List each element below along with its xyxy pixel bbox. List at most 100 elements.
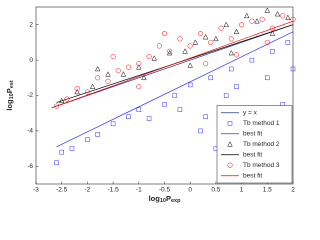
point <box>244 12 250 19</box>
legend-marker <box>227 121 233 126</box>
fit-line <box>56 31 294 148</box>
x-tick-label: -3 <box>33 187 39 194</box>
point <box>110 121 116 127</box>
point <box>151 55 157 61</box>
point <box>167 48 173 54</box>
point <box>234 84 239 89</box>
point <box>136 107 142 112</box>
legend-label: y = x <box>243 109 258 116</box>
y-tick-label: -6 <box>27 163 33 170</box>
point <box>126 114 131 119</box>
y-axis-label-part: log <box>5 99 14 111</box>
point <box>74 88 80 95</box>
point <box>265 75 270 81</box>
point <box>105 78 111 84</box>
point <box>146 116 152 121</box>
legend-marker <box>227 162 233 168</box>
point <box>162 102 167 107</box>
point <box>187 62 193 68</box>
legend-label: best fit <box>243 172 262 179</box>
point <box>187 43 193 49</box>
point <box>259 16 265 22</box>
y-tick-label: -4 <box>27 128 33 135</box>
point <box>208 75 214 81</box>
point <box>208 39 214 45</box>
point <box>146 54 152 60</box>
x-tick-label: -1.5 <box>107 187 119 194</box>
point <box>74 85 80 91</box>
point <box>105 71 111 77</box>
y-axis-label: log10Pest <box>5 80 15 111</box>
point <box>172 93 178 98</box>
point <box>95 75 101 81</box>
point <box>198 128 203 134</box>
legend-label: Tb method 3 <box>243 162 280 169</box>
point <box>223 21 229 27</box>
point <box>197 31 204 37</box>
x-tick-label: 2 <box>291 187 295 194</box>
point <box>229 66 234 72</box>
x-tick-label: -1 <box>136 187 142 194</box>
point <box>156 43 162 49</box>
point <box>161 31 168 37</box>
legend-marker <box>227 141 233 147</box>
x-tick-label: -0.5 <box>159 187 171 194</box>
point <box>54 103 60 109</box>
point <box>233 52 240 58</box>
y-axis-label-part: P <box>5 88 14 93</box>
x-axis-label-part: P <box>166 194 171 203</box>
x-axis-label: log10Pexp <box>149 194 182 204</box>
chart: -3 -2.5 -2 -1.5 -1 -0.5 0 0.5 1 1.5 2-6-4-202log10… <box>5 6 296 204</box>
point <box>228 36 234 42</box>
point <box>84 89 90 95</box>
point <box>249 18 255 24</box>
point <box>115 68 121 74</box>
x-tick-label: -2 <box>85 187 91 194</box>
point <box>233 28 240 35</box>
point <box>69 146 75 151</box>
point <box>249 57 255 63</box>
point <box>89 83 96 89</box>
point <box>59 149 64 155</box>
point <box>228 49 235 56</box>
x-axis-label-part: exp <box>171 198 181 204</box>
x-tick-label: 0.5 <box>211 187 220 194</box>
fit-line <box>51 24 294 109</box>
point <box>290 66 296 72</box>
x-tick-label: -2.5 <box>56 187 68 194</box>
point <box>239 22 245 28</box>
point <box>177 36 183 42</box>
point <box>64 96 70 102</box>
point <box>187 82 193 88</box>
point <box>136 84 142 90</box>
point <box>254 18 260 24</box>
y-axis-label-part: 10 <box>9 93 15 99</box>
point <box>269 25 275 31</box>
point <box>54 160 59 166</box>
point <box>264 7 271 13</box>
point <box>95 132 100 137</box>
legend <box>216 105 293 184</box>
point <box>120 71 127 77</box>
point <box>203 61 209 67</box>
point <box>141 74 147 81</box>
point <box>203 114 208 119</box>
point <box>94 65 101 72</box>
point <box>285 40 291 45</box>
legend-label: Tb method 1 <box>243 120 280 127</box>
point <box>274 11 281 17</box>
point <box>166 49 173 56</box>
point <box>85 137 90 142</box>
point <box>136 61 142 67</box>
point <box>125 64 132 70</box>
point <box>285 14 291 20</box>
legend-label: best fit <box>243 130 262 137</box>
x-tick-label: 0 <box>188 187 192 194</box>
y-tick-label: 2 <box>29 21 33 28</box>
point <box>110 54 116 60</box>
y-tick-label: -2 <box>27 92 33 99</box>
legend-label: Tb method 2 <box>243 141 280 148</box>
x-axis-label-part: log <box>149 194 161 203</box>
legend-label: best fit <box>243 151 262 158</box>
x-axis-label-part: 10 <box>160 198 166 204</box>
